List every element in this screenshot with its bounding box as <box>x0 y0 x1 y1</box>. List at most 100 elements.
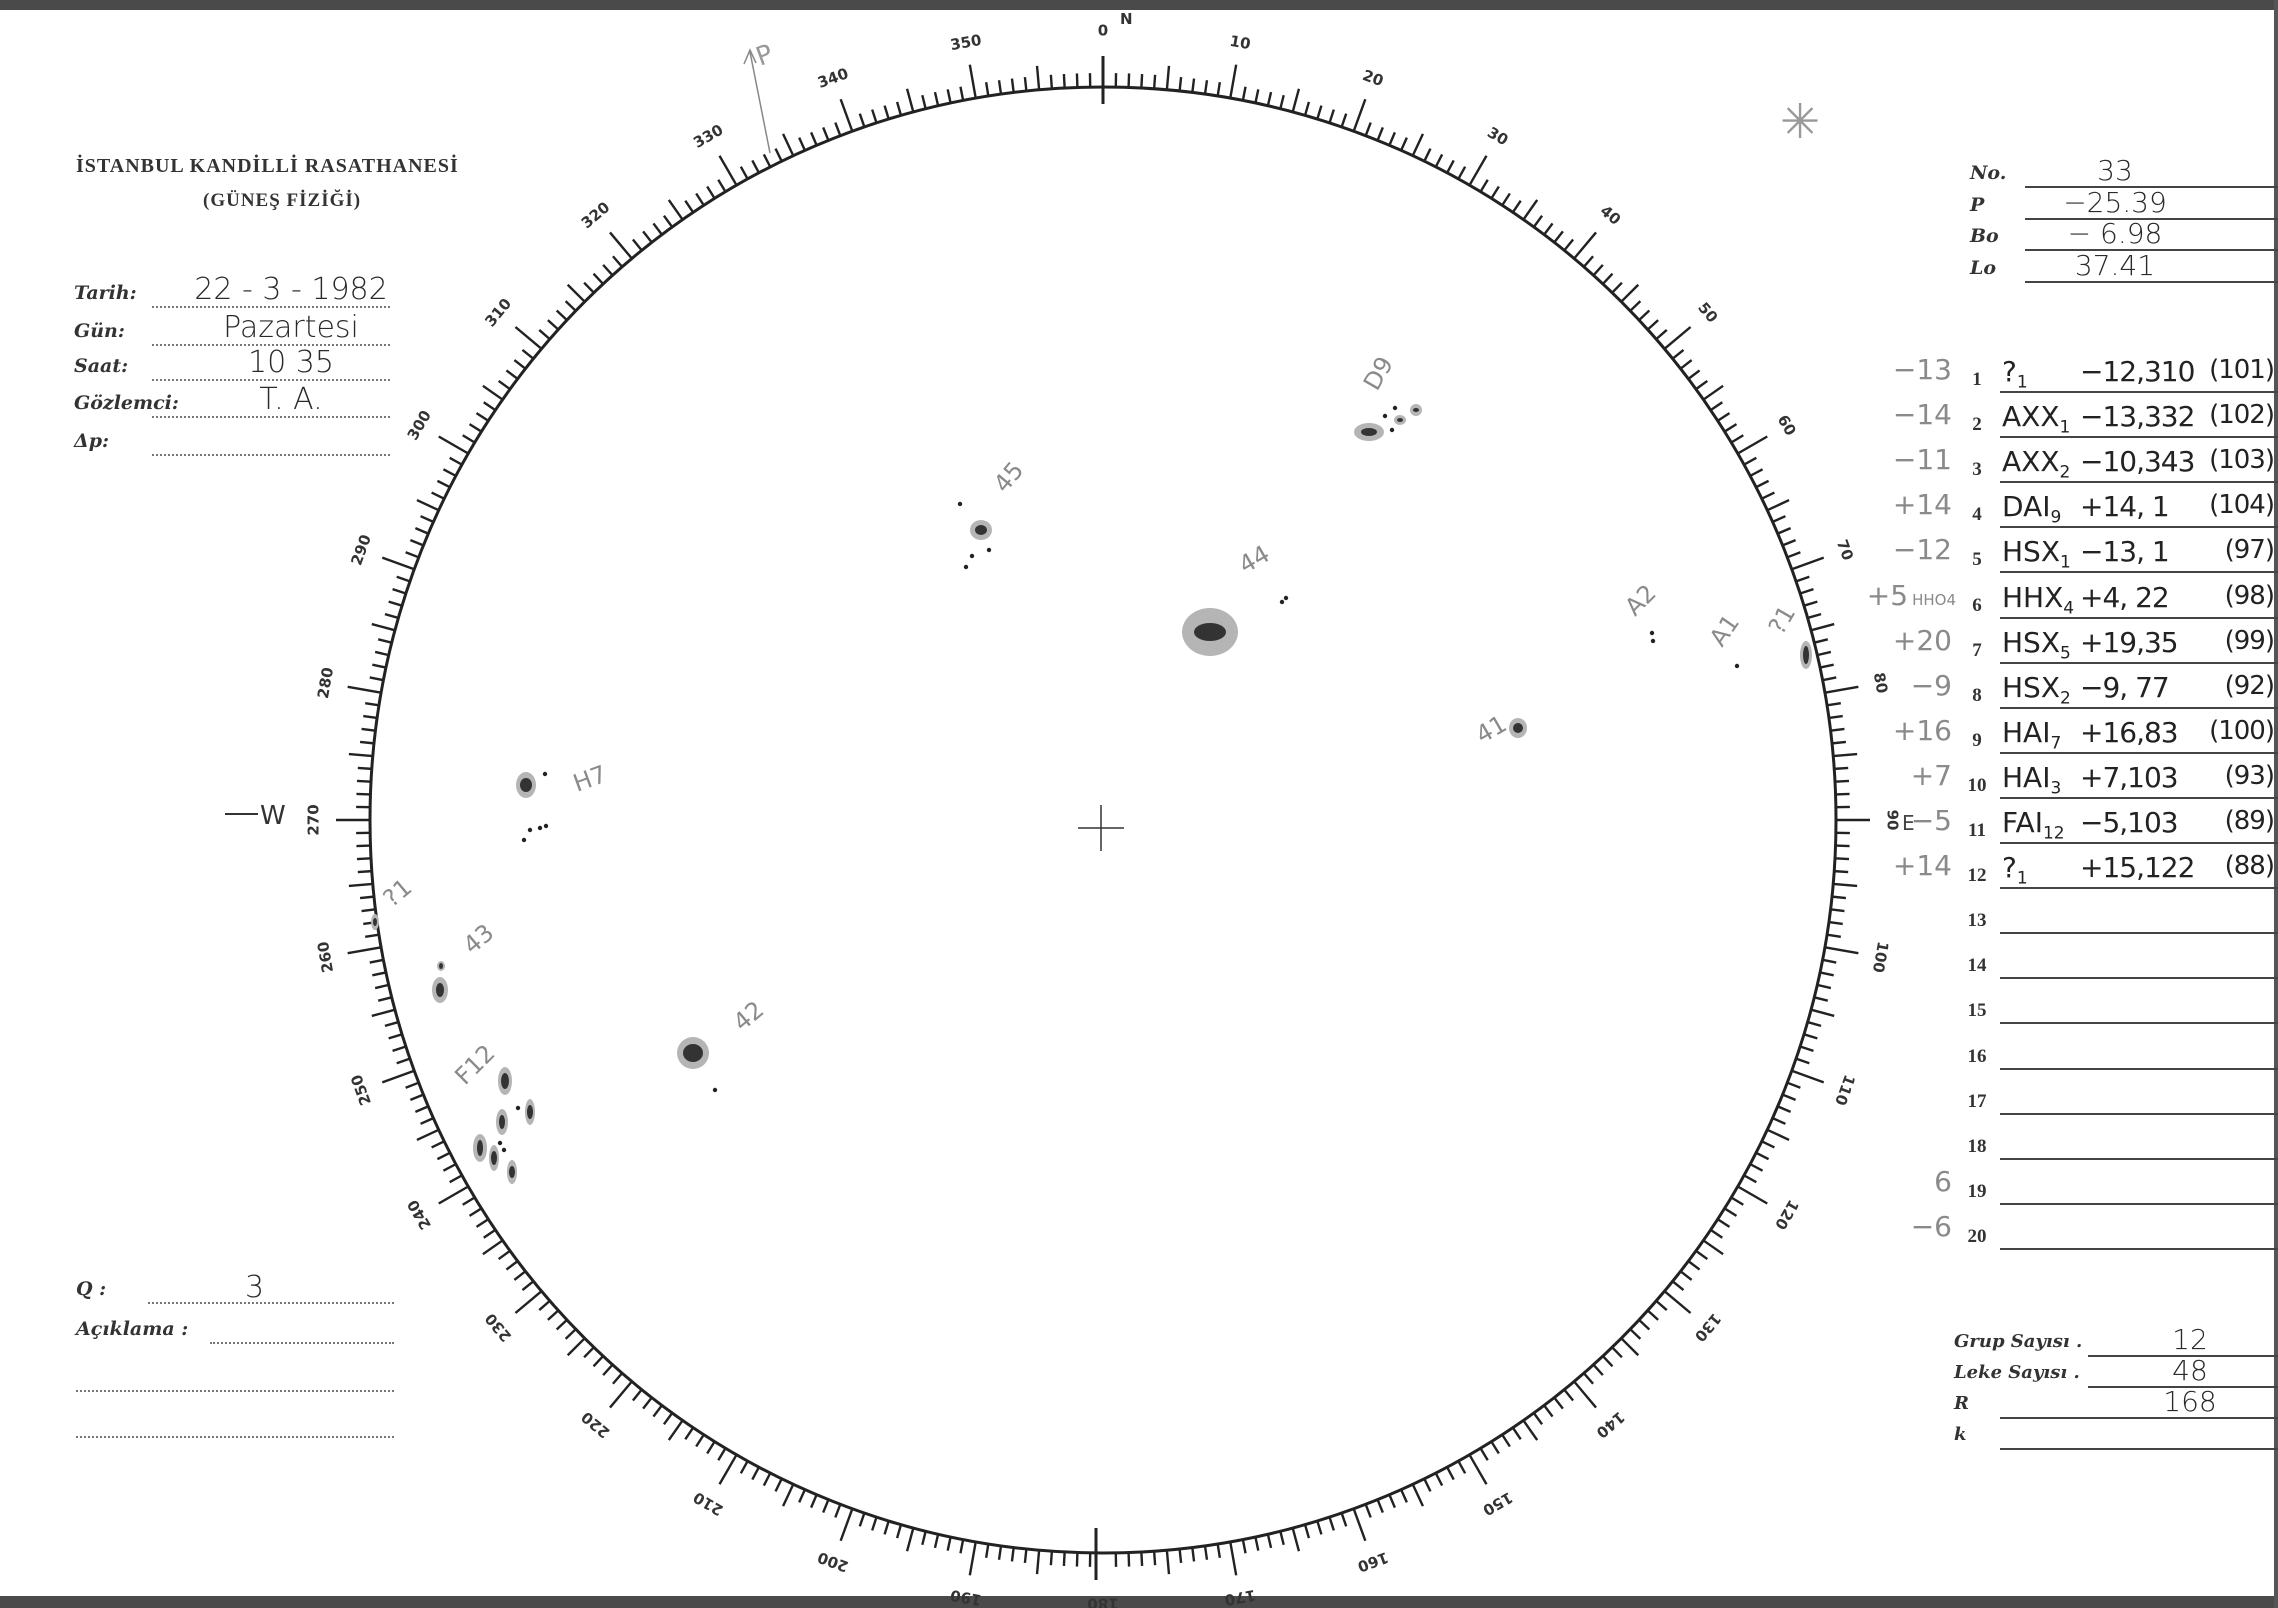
total-value[interactable]: 48 <box>2172 1354 2208 1387</box>
scale-tick <box>482 384 504 401</box>
group-entry[interactable]: HHX4 <box>2002 581 2074 619</box>
scale-tick <box>347 946 382 955</box>
scale-tick <box>921 1530 927 1546</box>
pore-dot <box>969 553 975 559</box>
quality-value[interactable]: 3 <box>245 1270 265 1305</box>
remarks-line-1[interactable] <box>210 1342 394 1344</box>
scale-tick <box>798 1489 806 1503</box>
scale-tick <box>1543 1404 1554 1418</box>
scale-tick <box>1717 412 1731 422</box>
param-value[interactable]: − 6.98 <box>2067 217 2163 250</box>
scale-tick <box>1279 1530 1285 1546</box>
scale-tick <box>1316 105 1323 120</box>
observatory-title: İSTANBUL KANDİLLİ RASATHANESİ <box>76 155 459 177</box>
group-row-number: 8 <box>1972 684 1982 706</box>
group-margin-note: −12 <box>1892 533 1952 567</box>
scale-tick <box>1737 1185 1768 1205</box>
scale-tick <box>365 933 380 939</box>
group-margin: +14 <box>1893 849 1956 882</box>
scale-tick <box>871 1516 878 1531</box>
group-entry[interactable]: DAI9 <box>2002 490 2061 528</box>
remarks-line-2[interactable] <box>76 1390 394 1392</box>
group-entry[interactable]: FAI12 <box>2002 806 2065 844</box>
group-margin: −9 <box>1911 669 1956 702</box>
scale-tick <box>521 348 535 360</box>
scale-tick <box>1791 556 1825 571</box>
scale-tick <box>1457 1460 1467 1474</box>
group-entry[interactable]: HSX1 <box>2002 535 2071 573</box>
group-entry[interactable]: HSX5 <box>2002 626 2071 664</box>
field-label: Gün: <box>74 320 125 342</box>
scale-tick <box>1203 80 1209 95</box>
group-row-number: 15 <box>1967 1000 1987 1022</box>
scale-tick <box>1563 1388 1575 1402</box>
total-value[interactable]: 168 <box>2163 1385 2217 1418</box>
param-value[interactable]: −25.39 <box>2063 186 2167 219</box>
field-value[interactable]: Pazartesi <box>223 310 359 345</box>
scale-tick <box>1786 1081 1801 1089</box>
scale-tick <box>1457 166 1467 180</box>
scale-tick <box>1501 1434 1511 1448</box>
group-margin: −13 <box>1893 353 1956 386</box>
scale-tick <box>684 200 695 213</box>
scale-tick <box>369 958 384 964</box>
field-value[interactable]: 22 - 3 - 1982 <box>194 272 388 307</box>
group-margin: −11 <box>1893 443 1956 476</box>
total-line <box>2000 1417 2278 1419</box>
scale-tick <box>1795 1057 1810 1065</box>
north-label: N <box>1120 10 1133 28</box>
scale-tick <box>365 701 380 707</box>
group-entry[interactable]: HAI7 <box>2002 716 2061 754</box>
scale-tick <box>547 319 560 331</box>
total-value[interactable]: 12 <box>2172 1323 2208 1356</box>
group-margin: +14 <box>1893 488 1956 521</box>
param-value[interactable]: 33 <box>2097 154 2133 187</box>
scale-tick <box>442 1163 457 1172</box>
scale-tick <box>1710 401 1723 412</box>
scale-tick <box>1766 1128 1790 1142</box>
group-entry[interactable]: ?1 <box>2002 851 2028 889</box>
spot-group-label: 43 <box>458 919 499 960</box>
group-entry[interactable]: AXX1 <box>2002 400 2070 438</box>
scale-tick <box>667 1419 684 1441</box>
group-entry[interactable]: AXX2 <box>2002 445 2070 483</box>
asterisk-mark: ✳ <box>1780 94 1820 150</box>
group-row-line <box>2000 1247 2278 1250</box>
scale-tick <box>388 1033 403 1040</box>
scale-tick <box>1813 638 1829 644</box>
field-value[interactable]: 10 35 <box>248 345 334 380</box>
group-margin: −14 <box>1893 398 1956 431</box>
scale-tick <box>1737 435 1768 455</box>
group-class: FAI <box>2002 806 2043 839</box>
scale-tick <box>1638 309 1651 321</box>
field-line <box>152 344 390 346</box>
scale-tick <box>1730 434 1744 444</box>
field-value[interactable]: T. A. <box>259 382 323 417</box>
param-value[interactable]: 37.41 <box>2074 249 2156 282</box>
scale-tick <box>883 105 890 120</box>
scale-tick <box>1140 1551 1144 1567</box>
group-margin-note: −13 <box>1892 353 1952 386</box>
scale-label: 330 <box>690 121 726 152</box>
scale-label: 250 <box>347 1072 375 1108</box>
scale-tick <box>959 1539 965 1554</box>
scale-tick <box>959 86 965 101</box>
group-number: (93) <box>2224 760 2275 791</box>
group-class-index: 4 <box>2063 598 2075 619</box>
group-entry[interactable]: HSX2 <box>2002 671 2071 709</box>
total-label: Leke Sayısı . <box>1954 1362 2080 1383</box>
scale-tick <box>564 300 577 312</box>
remarks-label: Açıklama : <box>76 1318 189 1340</box>
remarks-line-3[interactable] <box>76 1436 394 1438</box>
scale-tick <box>1824 685 1859 694</box>
limb-spot-umbra <box>373 918 377 926</box>
group-entry[interactable]: HAI3 <box>2002 761 2061 799</box>
scale-tick <box>505 1260 519 1271</box>
scale-tick <box>1376 126 1384 141</box>
scale-tick <box>374 983 390 990</box>
total-line <box>2000 1448 2278 1450</box>
group-entry[interactable]: ?1 <box>2002 355 2028 393</box>
scale-tick <box>1049 1551 1054 1566</box>
group-margin: +5 HHO4 <box>1867 579 1956 612</box>
scale-tick <box>1364 1503 1372 1518</box>
